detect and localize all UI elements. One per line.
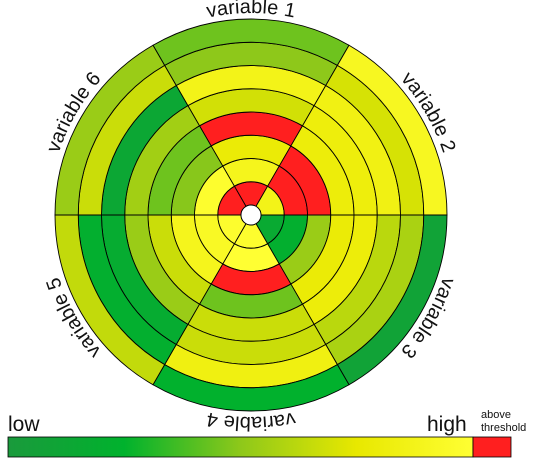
variable-label-4: variable 4 xyxy=(205,408,298,435)
colorbar: low high above threshold xyxy=(7,409,526,458)
colorbar-gradient xyxy=(7,436,474,458)
cell-v6-level8 xyxy=(54,44,166,216)
colorbar-high-label: high xyxy=(427,413,467,436)
center-disk xyxy=(240,204,262,226)
heatmap-cells xyxy=(54,18,448,412)
colorbar-above-label-line2: threshold xyxy=(481,422,526,434)
colorbar-above-label-line1: above xyxy=(481,409,511,421)
colorbar-low-label: low xyxy=(8,413,40,436)
colorbar-above-threshold xyxy=(472,436,512,458)
